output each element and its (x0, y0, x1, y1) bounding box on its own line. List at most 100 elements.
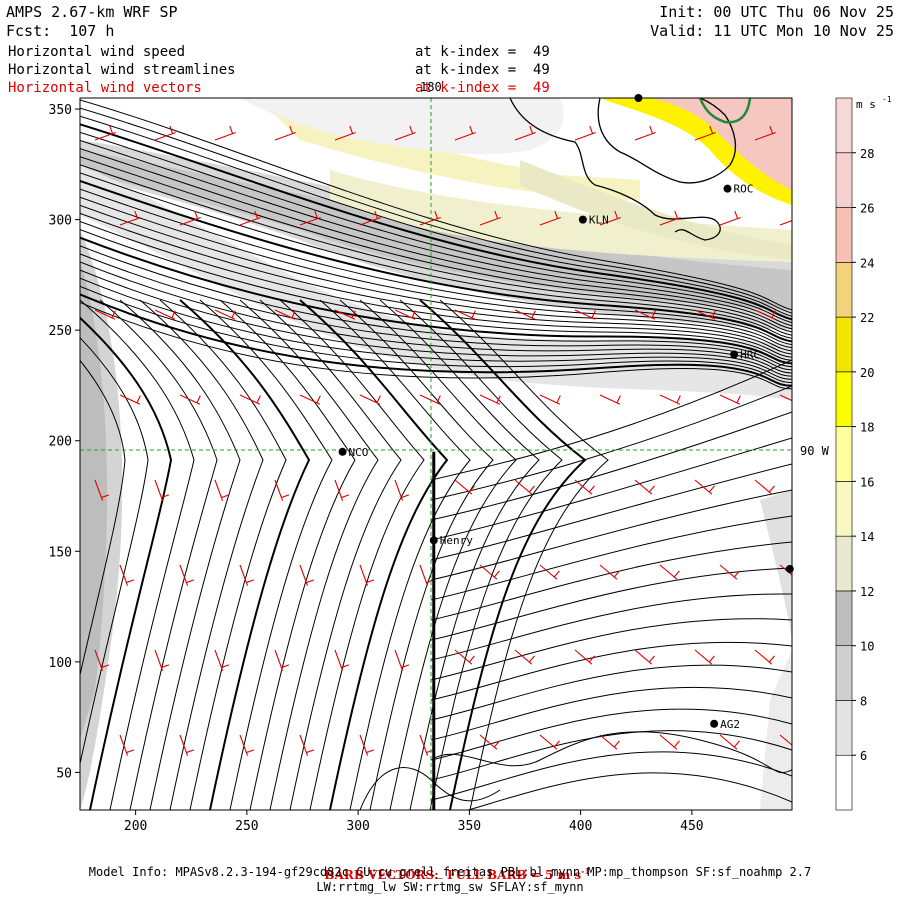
colorbar-label: 28 (860, 147, 874, 161)
wind-barb (239, 210, 261, 226)
streamline-right (430, 411, 792, 521)
wind-barb (754, 125, 776, 141)
coastline-2 (597, 98, 737, 184)
wind-barb (479, 734, 500, 750)
streamline-jet (80, 115, 792, 317)
y-tick-label: 50 (56, 766, 72, 781)
streamline-curve (259, 299, 402, 810)
streamline-curve (239, 299, 379, 810)
streamline-right (430, 593, 792, 661)
wind-barb (659, 734, 680, 750)
wind-barb (719, 734, 740, 750)
wind-barb (659, 210, 681, 226)
streamline-curve (119, 299, 241, 810)
streamline-right (430, 751, 792, 801)
wind-barb (334, 125, 356, 141)
wind-barb (239, 564, 255, 586)
colorbar-segment (835, 590, 853, 646)
streamline-curve (279, 299, 425, 810)
streamline-curve (339, 299, 494, 810)
colorbar-segment (835, 426, 853, 482)
field-3-level: at k-index = 49 (415, 80, 550, 96)
streamline-curve (179, 299, 311, 810)
wind-barb (154, 309, 176, 320)
wind-barb (214, 479, 230, 501)
colorbar-label: 26 (860, 202, 874, 216)
wind-barb (214, 309, 236, 320)
wind-barb (299, 210, 321, 226)
colorbar-label: 14 (860, 530, 874, 544)
barb-legend: BARB VECTORS: FULL BARB = 5 m s (324, 868, 582, 882)
wind-barb (119, 564, 135, 586)
field-1-name: Horizontal wind speed (8, 44, 186, 60)
wind-barb (179, 734, 195, 756)
colorbar-segment (835, 152, 853, 208)
wind-barb (539, 734, 560, 750)
wind-barb (479, 210, 501, 226)
streamline-curve (80, 299, 195, 810)
wind-barb (179, 564, 195, 586)
streamline-jet (80, 204, 792, 352)
wind-barb (574, 479, 595, 495)
wind-barb (179, 394, 201, 405)
colorbar-segment (835, 262, 853, 318)
wind-barb (719, 394, 741, 405)
wind-barb (154, 479, 170, 501)
field-1-level: at k-index = 49 (415, 44, 550, 60)
field-2-name: Horizontal wind streamlines (8, 62, 236, 78)
streamline-right (430, 541, 792, 621)
colorbar-label: 10 (860, 640, 874, 654)
wind-barb (574, 649, 595, 665)
wind-barb (239, 734, 255, 756)
x-tick-label: 300 (346, 819, 369, 834)
station-label: ROC (733, 183, 753, 196)
station-marker (634, 94, 643, 102)
wind-barb (454, 125, 476, 141)
y-tick-label: 350 (49, 103, 72, 118)
wind-barb (274, 649, 290, 671)
speed-shading-right-edge (760, 490, 792, 640)
coastline (509, 98, 721, 241)
streamline-jet (80, 123, 792, 321)
streamline-right (430, 489, 792, 581)
streamline-jet (80, 293, 792, 387)
streamline-curve (80, 336, 149, 766)
streamline-right (430, 437, 792, 541)
field-2-level: at k-index = 49 (415, 62, 550, 78)
speed-shading-left-wedge-inner (80, 260, 107, 740)
wind-barb (514, 125, 536, 141)
streamline-right (430, 708, 792, 761)
speed-shading-top-pink (650, 98, 792, 190)
x-tick-label: 450 (680, 819, 703, 834)
y-tick-label: 300 (49, 214, 72, 229)
wind-barb (119, 394, 141, 405)
plot-frame (79, 97, 793, 811)
streamline-curve (299, 299, 449, 810)
streamline-jet (80, 277, 792, 380)
colorbar-label: 6 (860, 749, 867, 763)
streamline-jet (80, 245, 792, 368)
streamline-jet (80, 188, 792, 346)
streamline-bottom (430, 731, 792, 774)
x-tick-label: 350 (458, 819, 481, 834)
wind-barb (454, 649, 475, 665)
colorbar-label: 18 (860, 421, 874, 435)
streamline-jet (80, 172, 792, 339)
speed-shading-top-white (240, 98, 564, 155)
wind-barb (119, 210, 141, 226)
init-time: Init: 00 UTC Thu 06 Nov 25 (659, 3, 894, 21)
wind-barb (299, 394, 321, 405)
wind-barb (214, 649, 230, 671)
wind-barb (754, 649, 775, 665)
colorbar-segment (835, 371, 853, 427)
wind-barb (214, 125, 236, 141)
wind-barb (479, 564, 500, 580)
colorbar-segment (835, 481, 853, 537)
station-label: AG2 (720, 718, 740, 731)
streamline-jet (80, 269, 792, 377)
colorbar-segment (835, 645, 853, 701)
wind-barb (334, 309, 356, 320)
wind-barb (394, 309, 416, 320)
wind-barb (154, 125, 176, 141)
wind-barb (334, 479, 350, 501)
